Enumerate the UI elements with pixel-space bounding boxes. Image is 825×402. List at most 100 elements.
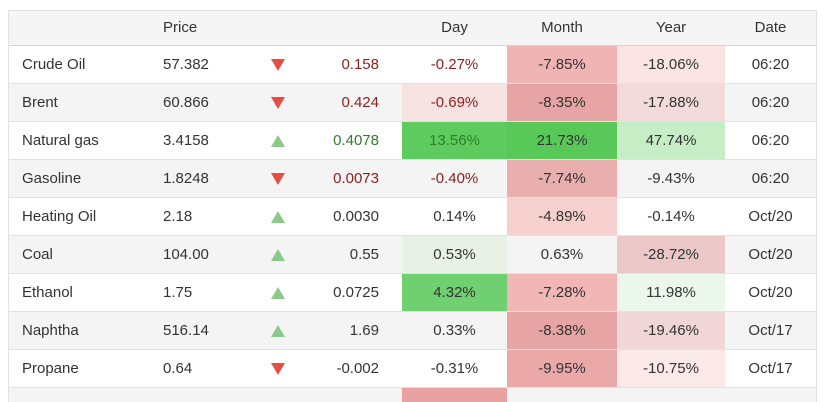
date-cell: 06:20 bbox=[725, 120, 816, 159]
arrow-cell bbox=[255, 386, 300, 402]
change-cell: 0.55 bbox=[300, 234, 402, 273]
date-cell bbox=[725, 386, 816, 402]
change-cell: 0.4078 bbox=[300, 120, 402, 159]
commodity-name-cell[interactable]: Crude Oil bbox=[22, 55, 86, 73]
month-cell: 0.63% bbox=[507, 234, 617, 273]
table-row: Coal 104.00 0.55 0.53% 0.63% -28.72% Oct/20 bbox=[9, 234, 816, 273]
year-cell: -17.88% bbox=[617, 82, 725, 121]
header-year: Year bbox=[617, 11, 725, 46]
year-cell: 47.74% bbox=[617, 120, 725, 159]
date-cell: 06:20 bbox=[725, 82, 816, 121]
price-cell: 1.8248 bbox=[155, 158, 255, 197]
month-cell: -7.28% bbox=[507, 272, 617, 311]
change-cell: 0.0073 bbox=[300, 158, 402, 197]
month-cell: 21.73% bbox=[507, 120, 617, 159]
day-cell: -0.40% bbox=[402, 158, 507, 197]
month-cell: -4.89% bbox=[507, 196, 617, 235]
down-arrow-icon bbox=[270, 96, 285, 109]
down-arrow-icon bbox=[270, 362, 285, 375]
arrow-cell bbox=[255, 45, 300, 83]
table-row: Natural gas 3.4158 0.4078 13.56% 21.73% 47.74… bbox=[9, 120, 816, 159]
month-cell: -8.35% bbox=[507, 82, 617, 121]
commodity-name-cell[interactable]: Natural gas bbox=[9, 120, 155, 159]
day-cell: 0.33% bbox=[402, 310, 507, 349]
table-row: Propane 0.64 -0.002 -0.31% -9.95% -10.75% Oct/… bbox=[9, 348, 816, 387]
date-cell: Oct/20 bbox=[725, 196, 816, 235]
header-name bbox=[9, 11, 155, 46]
day-cell: 0.53% bbox=[402, 234, 507, 273]
change-cell: 1.69 bbox=[300, 310, 402, 349]
commodity-name-cell[interactable]: Coal bbox=[9, 234, 155, 273]
commodity-name-cell bbox=[9, 386, 155, 402]
commodity-name-cell[interactable]: Propane bbox=[9, 348, 155, 387]
down-arrow-icon bbox=[270, 172, 285, 185]
date-cell: Oct/20 bbox=[725, 234, 816, 273]
up-arrow-icon bbox=[270, 134, 285, 147]
day-cell bbox=[402, 386, 507, 402]
change-cell: 0.0030 bbox=[300, 196, 402, 235]
table-header-row: Price Day Month Year Date bbox=[9, 11, 816, 46]
commodity-name-cell[interactable]: Naphtha bbox=[9, 310, 155, 349]
arrow-cell bbox=[255, 120, 300, 159]
year-cell: -28.72% bbox=[617, 234, 725, 273]
arrow-cell bbox=[255, 158, 300, 197]
price-cell: 1.75 bbox=[155, 272, 255, 311]
commodity-name-cell[interactable]: Brent bbox=[9, 82, 155, 121]
arrow-cell bbox=[255, 348, 300, 387]
month-cell: -7.74% bbox=[507, 158, 617, 197]
up-arrow-icon bbox=[270, 210, 285, 223]
day-cell: -0.27% bbox=[430, 55, 479, 73]
year-cell bbox=[617, 386, 725, 402]
price-cell: 104.00 bbox=[155, 234, 255, 273]
header-arrow bbox=[255, 11, 300, 46]
date-cell: Oct/17 bbox=[725, 310, 816, 349]
table-row: Brent 60.866 0.424 -0.69% -8.35% -17.88% 06:20 bbox=[9, 82, 816, 121]
month-cell: -8.38% bbox=[507, 310, 617, 349]
commodity-name-cell[interactable]: Ethanol bbox=[9, 272, 155, 311]
change-cell: 0.424 bbox=[300, 82, 402, 121]
month-cell: -9.95% bbox=[507, 348, 617, 387]
commodity-name-cell[interactable]: Heating Oil bbox=[9, 196, 155, 235]
up-arrow-icon bbox=[270, 248, 285, 261]
change-cell: 0.0725 bbox=[300, 272, 402, 311]
table-row: Ethanol 1.75 0.0725 4.32% -7.28% 11.98% Oct/20 bbox=[9, 272, 816, 311]
down-arrow-icon bbox=[270, 58, 285, 71]
change-cell bbox=[300, 386, 402, 402]
price-cell: 0.64 bbox=[155, 348, 255, 387]
day-cell: -0.69% bbox=[402, 82, 507, 121]
year-cell: -0.14% bbox=[617, 196, 725, 235]
day-cell: 4.32% bbox=[402, 272, 507, 311]
arrow-cell bbox=[255, 310, 300, 349]
table-row-partial bbox=[9, 386, 816, 402]
day-cell: 13.56% bbox=[402, 120, 507, 159]
arrow-cell bbox=[255, 272, 300, 311]
date-cell: 06:20 bbox=[725, 158, 816, 197]
arrow-cell bbox=[255, 234, 300, 273]
date-cell: 06:20 bbox=[751, 55, 790, 73]
up-arrow-icon bbox=[270, 324, 285, 337]
year-cell: -18.06% bbox=[617, 45, 725, 83]
table-row: Heating Oil 2.18 0.0030 0.14% -4.89% -0.14% Oc… bbox=[9, 196, 816, 235]
table-body: Crude Oil 57.382 0.158 -0.27% -7.85% -18.06% 0… bbox=[9, 45, 816, 402]
year-cell: 11.98% bbox=[617, 272, 725, 311]
day-cell: 0.14% bbox=[402, 196, 507, 235]
table-row: Naphtha 516.14 1.69 0.33% -8.38% -19.46% Oct/1… bbox=[9, 310, 816, 349]
header-month: Month bbox=[507, 11, 617, 46]
price-cell: 57.382 bbox=[163, 55, 209, 73]
day-cell: -0.31% bbox=[402, 348, 507, 387]
commodity-name-cell[interactable]: Gasoline bbox=[9, 158, 155, 197]
year-cell: -9.43% bbox=[617, 158, 725, 197]
price-cell: 60.866 bbox=[155, 82, 255, 121]
up-arrow-icon bbox=[270, 286, 285, 299]
table-row: Gasoline 1.8248 0.0073 -0.40% -7.74% -9.43% 06… bbox=[9, 158, 816, 197]
year-cell: -10.75% bbox=[617, 348, 725, 387]
year-cell: -19.46% bbox=[617, 310, 725, 349]
price-cell: 3.4158 bbox=[155, 120, 255, 159]
header-date: Date bbox=[725, 11, 816, 46]
date-cell: Oct/20 bbox=[725, 272, 816, 311]
price-cell: 2.18 bbox=[155, 196, 255, 235]
price-cell bbox=[155, 386, 255, 402]
change-cell: -0.002 bbox=[300, 348, 402, 387]
commodities-table-container: Price Day Month Year Date Crude Oil 57.38… bbox=[8, 10, 817, 402]
month-cell: -7.85% bbox=[507, 45, 617, 83]
